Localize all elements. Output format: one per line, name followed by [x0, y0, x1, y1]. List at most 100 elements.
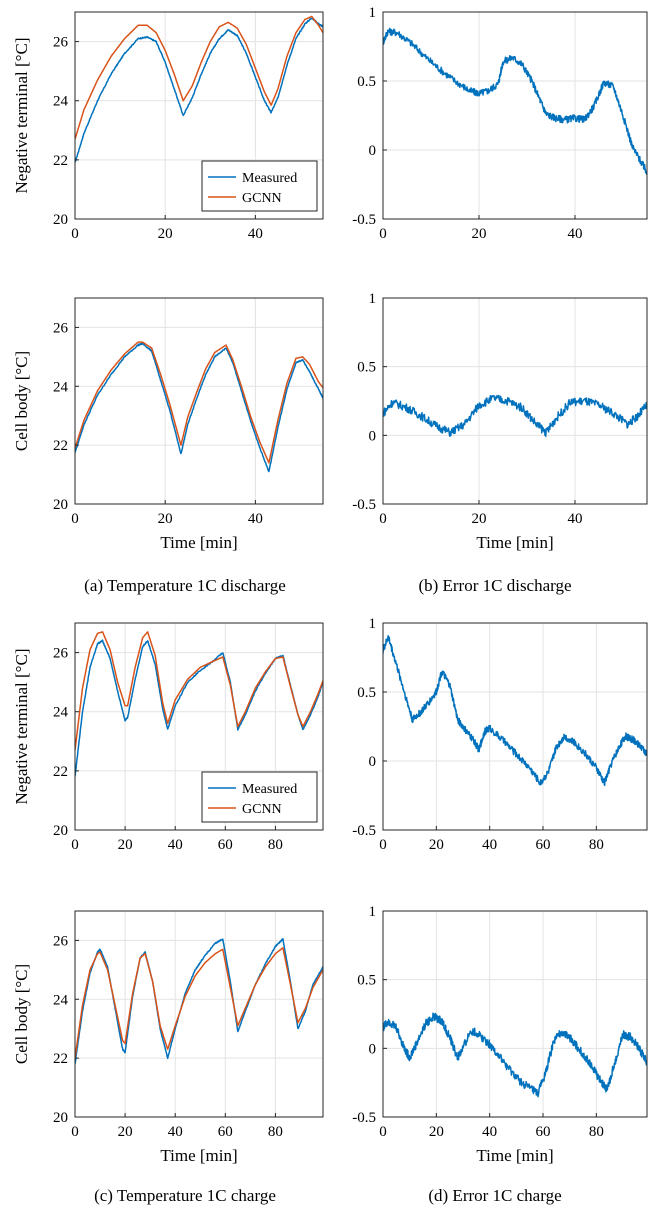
legend: Measured GCNN [201, 771, 318, 823]
x-tick-label: 20 [429, 837, 444, 853]
y-tick-label: 1 [369, 291, 377, 307]
x-tick-label: 80 [589, 1124, 604, 1140]
y-tick-label: -0.5 [352, 497, 376, 513]
y-tick-label: -0.5 [352, 1110, 376, 1126]
y-tick-label: 22 [53, 1051, 68, 1067]
axes-frame [382, 297, 648, 505]
series-line-measured [75, 342, 323, 473]
caption-d: (d) Error 1C charge [428, 1186, 561, 1205]
series-line-error [383, 394, 647, 438]
series-line-measured [75, 17, 323, 163]
x-tick-label: 0 [379, 1124, 387, 1140]
x-tick-label: 60 [218, 837, 233, 853]
x-tick-label: 0 [71, 226, 79, 242]
y-tick-label: -0.5 [352, 212, 376, 228]
x-tick-label: 60 [218, 1124, 233, 1140]
series-line-measured [75, 938, 323, 1065]
axes-frame [74, 622, 324, 831]
x-tick-label: 40 [168, 1124, 183, 1140]
series-line-gcnn [75, 15, 323, 140]
x-tick-label: 60 [536, 837, 551, 853]
y-tick-label: 20 [53, 497, 68, 513]
x-tick-label: 60 [536, 1124, 551, 1140]
x-axis-label: Time [min] [160, 1146, 237, 1165]
x-tick-label: 40 [248, 511, 263, 527]
series-line-gcnn [75, 341, 323, 464]
y-tick-label: 26 [53, 646, 69, 662]
series-line-error [383, 635, 647, 787]
y-tick-label: 0.5 [357, 360, 376, 376]
y-tick-label: 26 [53, 35, 69, 51]
y-tick-label: 20 [53, 212, 68, 228]
plot-b1: 0 20 40-0.500.51 [352, 5, 648, 242]
x-tick-label: 80 [268, 837, 283, 853]
series-line-gcnn [75, 947, 323, 1059]
y-tick-label: 26 [53, 933, 69, 949]
x-tick-label: 20 [118, 837, 133, 853]
x-tick-label: 40 [482, 837, 497, 853]
x-tick-label: 40 [168, 837, 183, 853]
x-tick-label: 80 [589, 837, 604, 853]
y-tick-label: 0.5 [357, 74, 376, 90]
y-tick-label: 26 [53, 320, 69, 336]
y-tick-label: 0.5 [357, 685, 376, 701]
y-axis-label: Cell body [°C] [12, 964, 31, 1064]
x-axis-label: Time [min] [476, 533, 553, 552]
axes-frame [382, 11, 648, 220]
y-tick-label: -0.5 [352, 823, 376, 839]
y-tick-label: 22 [53, 438, 68, 454]
x-tick-label: 40 [248, 226, 263, 242]
x-tick-label: 20 [118, 1124, 133, 1140]
y-tick-label: 22 [53, 153, 68, 169]
y-tick-label: 24 [53, 992, 69, 1008]
y-tick-label: 1 [369, 616, 377, 632]
x-tick-label: 0 [379, 226, 387, 242]
y-tick-label: 1 [369, 5, 377, 21]
x-tick-label: 20 [429, 1124, 444, 1140]
x-tick-label: 0 [379, 511, 387, 527]
x-tick-label: 20 [158, 226, 173, 242]
plot-d1: 0 20 40 60 80-0.500.51 [352, 616, 648, 853]
legend-label: GCNN [242, 802, 282, 817]
y-tick-label: 24 [53, 705, 69, 721]
series-line-gcnn [75, 631, 323, 751]
legend-label: GCNN [242, 191, 282, 206]
y-axis-label: Cell body [°C] [12, 351, 31, 451]
x-tick-label: 20 [472, 226, 487, 242]
axes-frame [74, 11, 324, 220]
series-line-error [383, 1012, 647, 1098]
x-tick-label: 0 [379, 837, 387, 853]
y-tick-label: 0 [369, 143, 377, 159]
axes-frame [74, 910, 324, 1118]
y-axis-label: Negative terminal [°C] [12, 38, 31, 194]
caption-b: (b) Error 1C discharge [418, 576, 571, 595]
y-tick-label: 20 [53, 823, 68, 839]
y-tick-label: 24 [53, 94, 69, 110]
axes-frame [74, 297, 324, 505]
caption-a: (a) Temperature 1C discharge [84, 576, 286, 595]
x-tick-label: 40 [482, 1124, 497, 1140]
y-tick-label: 20 [53, 1110, 68, 1126]
x-tick-label: 0 [71, 1124, 79, 1140]
caption-c: (c) Temperature 1C charge [94, 1186, 276, 1205]
y-tick-label: 0 [369, 754, 377, 770]
axes-frame [382, 622, 648, 831]
axes-frame [382, 910, 648, 1118]
x-axis-label: Time [min] [476, 1146, 553, 1165]
legend-label: Measured [242, 171, 297, 186]
x-tick-label: 80 [268, 1124, 283, 1140]
x-tick-label: 0 [71, 837, 79, 853]
y-tick-label: 0 [369, 1041, 377, 1057]
x-tick-label: 40 [568, 226, 583, 242]
y-axis-label: Negative terminal [°C] [12, 649, 31, 805]
x-tick-label: 40 [568, 511, 583, 527]
y-tick-label: 22 [53, 764, 68, 780]
x-tick-label: 20 [472, 511, 487, 527]
